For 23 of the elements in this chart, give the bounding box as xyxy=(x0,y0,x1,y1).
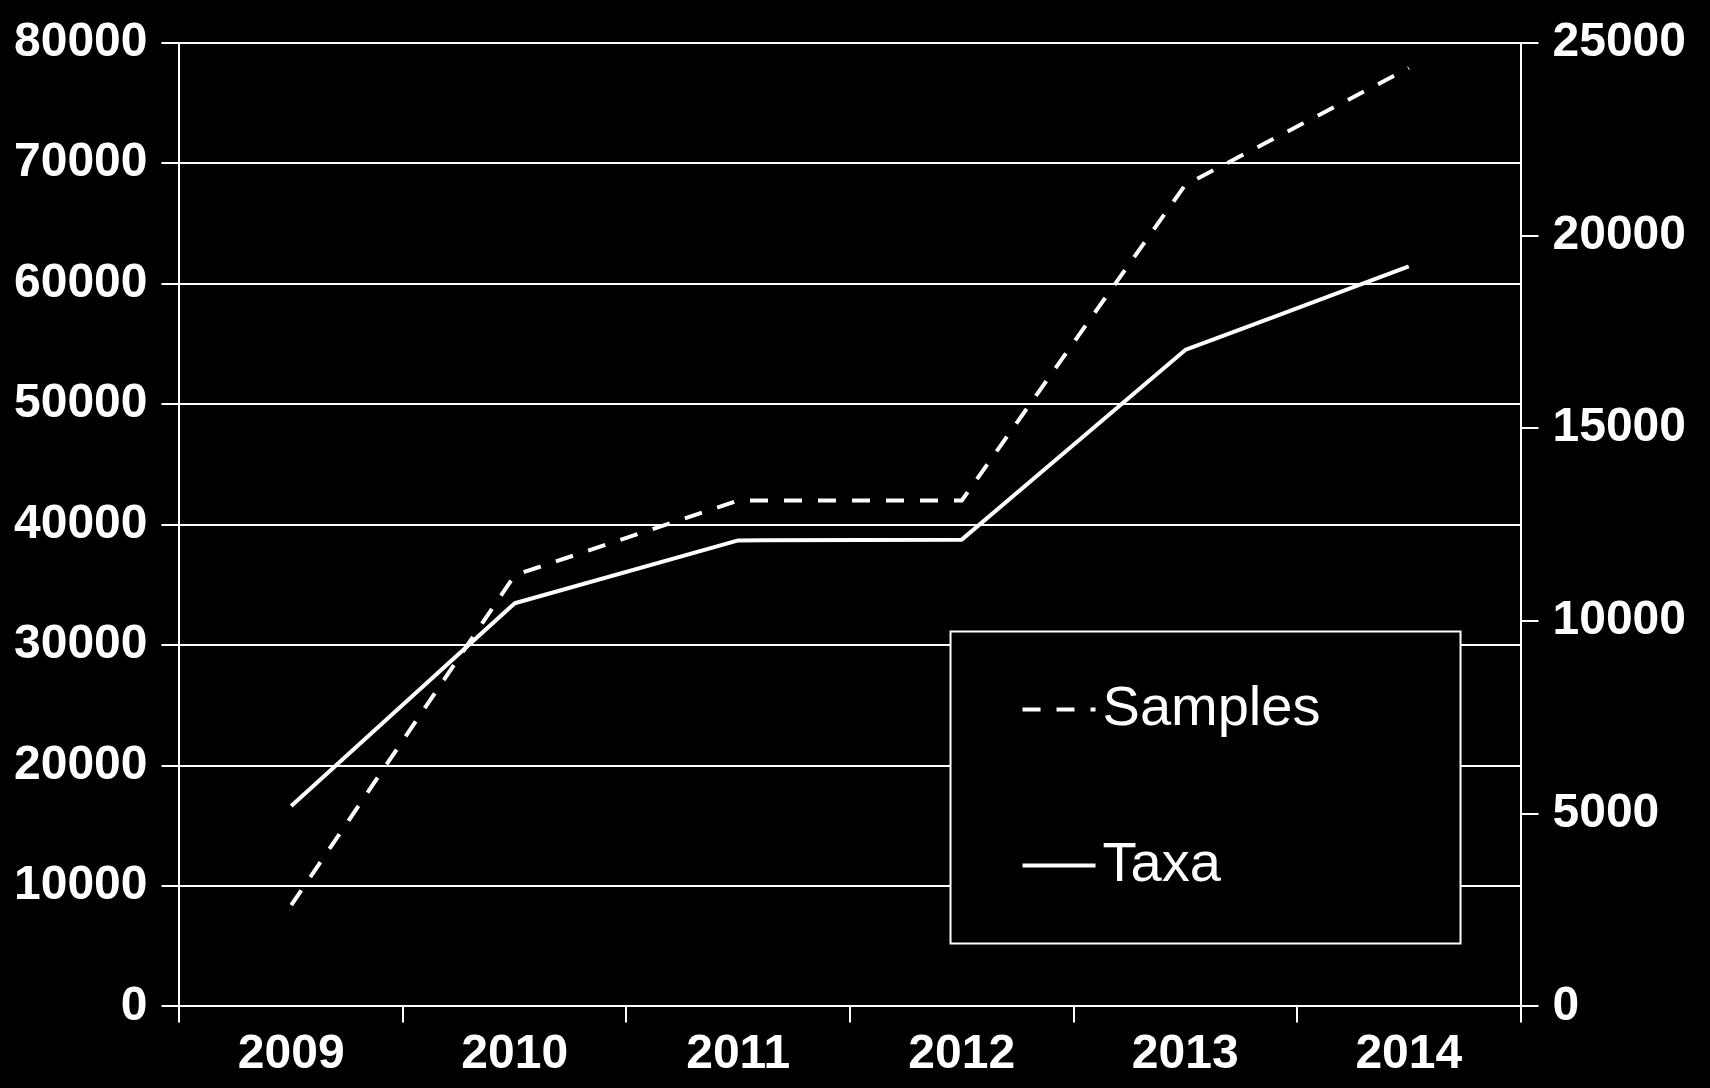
y-tick-label: 20000 xyxy=(13,735,148,789)
y-tick-label: 30000 xyxy=(13,615,148,669)
y-tick-label: 10000 xyxy=(13,856,148,910)
y2-tick-label: 25000 xyxy=(1552,13,1687,67)
y2-tick-label: 5000 xyxy=(1552,783,1660,837)
y2-tick-label: 0 xyxy=(1552,976,1580,1030)
y-tick-label: 60000 xyxy=(13,253,148,307)
x-tick-label: 2013 xyxy=(1131,1025,1239,1079)
x-tick-label: 2010 xyxy=(461,1025,569,1079)
x-tick-label: 2012 xyxy=(908,1025,1016,1079)
y-tick-label: 40000 xyxy=(13,494,148,548)
y2-tick-label: 15000 xyxy=(1552,398,1687,452)
y-tick-label: 50000 xyxy=(13,374,148,428)
y2-tick-label: 20000 xyxy=(1552,205,1687,259)
y-tick-label: 0 xyxy=(120,976,148,1030)
y-tick-label: 70000 xyxy=(13,133,148,187)
y-tick-label: 80000 xyxy=(13,13,148,67)
x-tick-label: 2014 xyxy=(1355,1025,1463,1079)
x-tick-label: 2009 xyxy=(237,1025,345,1079)
legend-label: Taxa xyxy=(1102,829,1222,893)
x-tick-label: 2011 xyxy=(686,1025,791,1079)
legend-label: Samples xyxy=(1102,673,1321,737)
y2-tick-label: 10000 xyxy=(1552,591,1687,645)
